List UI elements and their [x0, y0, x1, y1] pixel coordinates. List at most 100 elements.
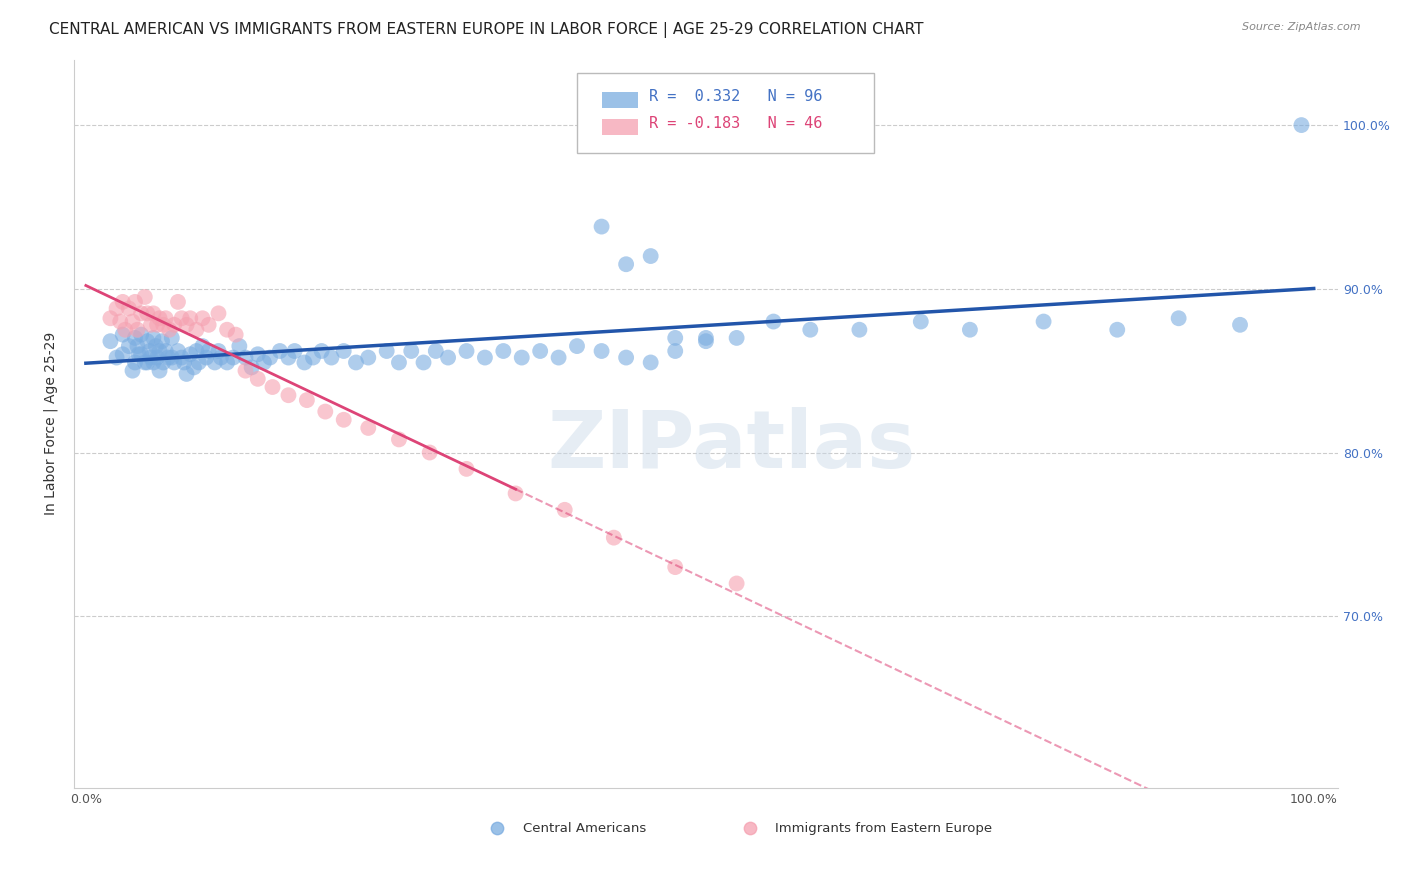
Point	[167, 294, 190, 309]
Point	[294, 355, 316, 369]
Point	[474, 351, 496, 365]
Point	[848, 323, 870, 337]
Point	[207, 344, 229, 359]
Point	[138, 344, 160, 359]
Point	[695, 334, 717, 348]
Point	[148, 364, 170, 378]
Point	[565, 339, 588, 353]
Point	[664, 331, 686, 345]
Point	[388, 433, 411, 447]
Point	[176, 367, 198, 381]
Point	[302, 351, 325, 365]
Point	[136, 306, 159, 320]
Point	[155, 344, 177, 359]
Point	[209, 351, 232, 365]
Point	[142, 306, 165, 320]
Point	[425, 344, 447, 359]
Point	[197, 318, 219, 332]
Text: ZIPatlas: ZIPatlas	[547, 407, 915, 484]
Point	[145, 339, 167, 353]
Point	[253, 355, 276, 369]
Point	[127, 323, 149, 337]
Point	[640, 355, 662, 369]
Point	[142, 355, 165, 369]
Text: CENTRAL AMERICAN VS IMMIGRANTS FROM EASTERN EUROPE IN LABOR FORCE | AGE 25-29 CO: CENTRAL AMERICAN VS IMMIGRANTS FROM EAST…	[49, 22, 924, 38]
Bar	[602, 119, 638, 135]
Point	[148, 344, 170, 359]
Text: R = -0.183   N = 46: R = -0.183 N = 46	[650, 116, 823, 131]
Point	[129, 347, 152, 361]
Point	[725, 576, 748, 591]
Point	[1107, 323, 1129, 337]
Point	[1032, 314, 1054, 328]
Point	[136, 355, 159, 369]
Point	[259, 351, 281, 365]
Point	[412, 355, 434, 369]
Point	[191, 339, 214, 353]
Point	[195, 351, 218, 365]
Point	[332, 344, 354, 359]
Point	[664, 344, 686, 359]
Text: R =  0.332   N = 96: R = 0.332 N = 96	[650, 89, 823, 104]
Point	[124, 331, 146, 345]
Point	[207, 306, 229, 320]
Point	[554, 503, 576, 517]
Point	[375, 344, 398, 359]
Point	[121, 314, 143, 328]
Point	[152, 355, 174, 369]
Point	[183, 360, 205, 375]
Point	[187, 355, 209, 369]
Point	[157, 351, 180, 365]
Point	[246, 372, 269, 386]
Point	[603, 531, 626, 545]
Point	[157, 323, 180, 337]
Point	[170, 311, 193, 326]
Point	[139, 318, 162, 332]
Point	[456, 462, 478, 476]
Point	[111, 327, 134, 342]
Y-axis label: In Labor Force | Age 25-29: In Labor Force | Age 25-29	[44, 332, 58, 516]
Point	[505, 486, 527, 500]
FancyBboxPatch shape	[576, 73, 875, 153]
Point	[110, 314, 132, 328]
Point	[1291, 118, 1313, 132]
Point	[134, 290, 156, 304]
Point	[388, 355, 411, 369]
Point	[118, 339, 141, 353]
Point	[269, 344, 291, 359]
Point	[146, 318, 169, 332]
Point	[321, 351, 343, 365]
Point	[277, 351, 299, 365]
Point	[217, 323, 239, 337]
Point	[105, 301, 128, 316]
Point	[591, 219, 613, 234]
Point	[332, 413, 354, 427]
Point	[640, 249, 662, 263]
Point	[399, 344, 422, 359]
Point	[124, 355, 146, 369]
Point	[118, 301, 141, 316]
Point	[799, 323, 821, 337]
Point	[510, 351, 533, 365]
Point	[910, 314, 932, 328]
Point	[179, 311, 201, 326]
Point	[664, 560, 686, 574]
Point	[155, 311, 177, 326]
Point	[186, 323, 208, 337]
Point	[1167, 311, 1189, 326]
Bar	[602, 92, 638, 108]
Point	[173, 355, 195, 369]
Point	[136, 334, 159, 348]
Point	[127, 339, 149, 353]
Point	[1229, 318, 1251, 332]
Point	[591, 344, 613, 359]
Point	[186, 344, 208, 359]
Point	[235, 351, 257, 365]
Point	[121, 364, 143, 378]
Point	[148, 311, 170, 326]
Point	[284, 344, 307, 359]
Point	[437, 351, 460, 365]
Point	[163, 318, 186, 332]
Point	[167, 344, 190, 359]
Point	[105, 351, 128, 365]
